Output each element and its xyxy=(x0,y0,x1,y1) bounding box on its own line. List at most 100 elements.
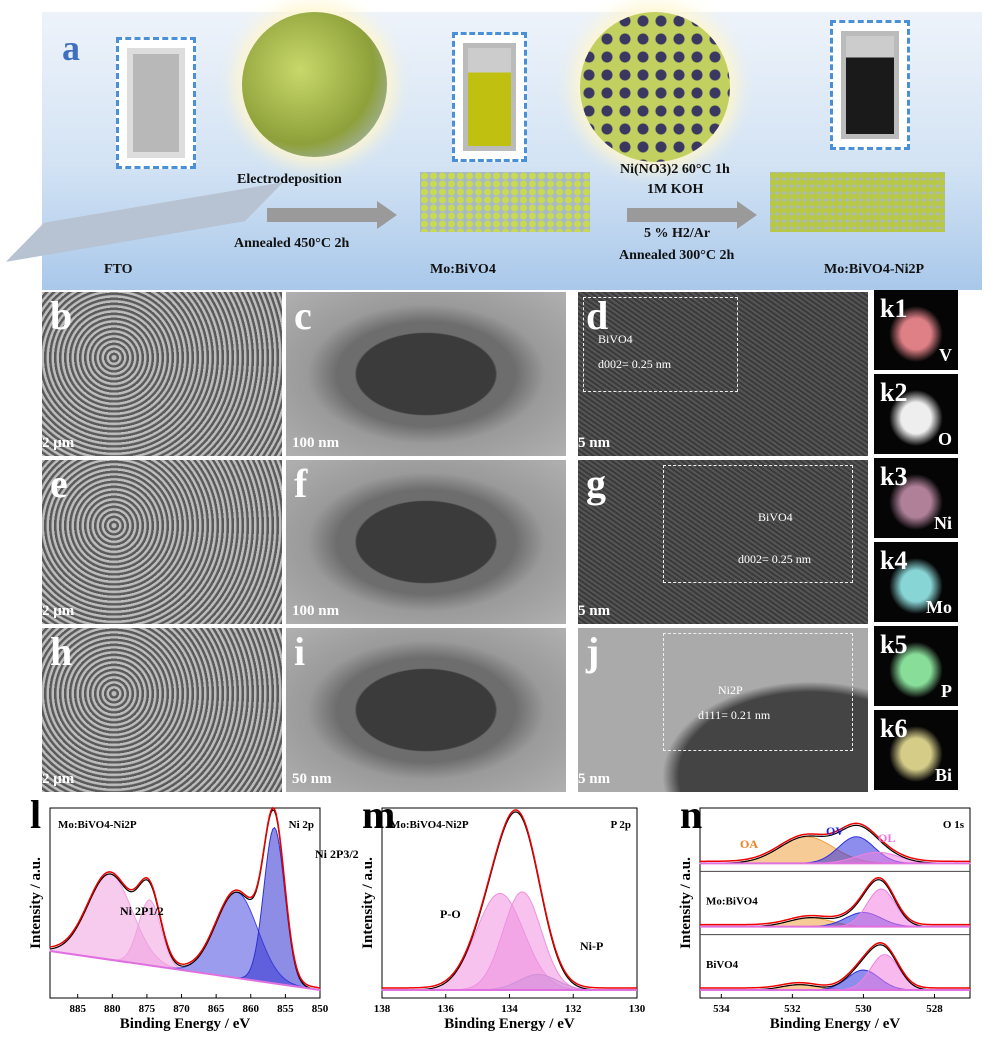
sample-label: FTO xyxy=(104,262,133,277)
arrow-1-head-icon xyxy=(377,201,397,229)
micrograph-i: i 50 nm xyxy=(286,628,566,792)
x-tick-label: 534 xyxy=(713,1003,730,1015)
step-text: Ni(NO3)2 60°C 1h xyxy=(620,162,730,177)
scale-bar-label: 2 μm xyxy=(42,603,75,619)
chart-title: O 1s xyxy=(943,819,965,831)
element-label: P xyxy=(941,681,952,701)
series-label: BiVO4 xyxy=(706,959,739,971)
panel-label: l xyxy=(30,800,41,837)
sample-label: Mo:BiVO4-Ni2P xyxy=(58,819,137,831)
xps-charts: 885 880 875 870 865 860 855 850 Binding Energy /… xyxy=(28,800,971,1032)
scale-bar-label: 50 nm xyxy=(292,771,332,787)
bivo4-zoom-circle xyxy=(242,12,387,157)
panel-label: m xyxy=(362,800,395,837)
micrograph-e: e 2 μm xyxy=(42,460,282,624)
panel-label: j xyxy=(586,629,600,674)
y-axis-label: Intensity / a.u. xyxy=(678,857,694,949)
panel-label: g xyxy=(586,461,606,506)
arrow-2-head-icon xyxy=(737,201,757,229)
panel-label: a xyxy=(62,28,80,68)
micrograph-g: g 5 nm BiVO4 d002= 0.25 nm xyxy=(578,460,868,624)
sample-label: Mo:BiVO4 xyxy=(430,262,496,277)
panel-label: h xyxy=(50,629,73,674)
x-tick-label: 850 xyxy=(312,1003,329,1015)
micrograph-d: d 5 nm BiVO4 d002= 0.25 nm xyxy=(578,292,868,456)
bivo4-photo xyxy=(452,32,527,162)
eds-map-Mo: k4 Mo xyxy=(874,542,958,622)
sample-label: Mo:BiVO4-Ni2P xyxy=(390,819,469,831)
panel-label: k1 xyxy=(880,294,908,323)
phase-label: BiVO4 xyxy=(598,332,633,346)
panel-label: k5 xyxy=(880,630,908,659)
panel-label: i xyxy=(294,629,306,674)
peak-annotation: OV xyxy=(826,824,844,838)
phase-label: BiVO4 xyxy=(758,510,793,524)
scale-bar-label: 5 nm xyxy=(578,603,611,619)
x-tick-label: 532 xyxy=(784,1003,801,1015)
step-text: 5 % H2/Ar xyxy=(644,226,711,241)
arrow-2-icon xyxy=(627,208,737,222)
ni2p-photo xyxy=(830,20,910,150)
peak-annotation: Ni 2P1/2 xyxy=(120,904,164,918)
scale-bar-label: 100 nm xyxy=(292,603,340,619)
fit-component xyxy=(700,888,970,928)
scale-bar-label: 2 μm xyxy=(42,435,75,451)
eds-map-Ni: k3 Ni xyxy=(874,458,958,538)
panel-label: n xyxy=(680,800,702,837)
step-text: Annealed 450°C 2h xyxy=(234,236,350,251)
panel-label: c xyxy=(294,293,312,338)
x-tick-label: 860 xyxy=(243,1003,260,1015)
x-tick-label: 880 xyxy=(104,1003,121,1015)
d-spacing-label: d002= 0.25 nm xyxy=(598,357,672,371)
eds-map-V: k1 V xyxy=(874,290,958,370)
panel-a-schematic: a Electrodeposition Annealed 450°C 2h Ni… xyxy=(5,12,982,290)
panel-label: e xyxy=(50,461,68,506)
y-axis-label: Intensity / a.u. xyxy=(360,857,376,949)
arrow-1-icon xyxy=(267,208,377,222)
d-spacing-label: d002= 0.25 nm xyxy=(738,552,812,566)
peak-annotation: P-O xyxy=(440,907,461,921)
element-label: Bi xyxy=(934,765,952,785)
element-label: O xyxy=(937,429,952,449)
plot-frame xyxy=(699,807,971,999)
peak-annotation: OA xyxy=(740,837,758,851)
peak-annotation: Ni-P xyxy=(580,939,603,953)
micrograph-j: j 5 nm Ni2P d111= 0.21 nm xyxy=(578,628,868,792)
panel-label: b xyxy=(50,293,73,338)
panel-label: d xyxy=(586,293,609,338)
ni2p-zoom-circle xyxy=(580,12,730,162)
plot-frame xyxy=(49,807,321,999)
d-spacing-label: d111= 0.21 nm xyxy=(698,708,771,722)
baseline xyxy=(49,950,321,991)
chart-title: P 2p xyxy=(611,819,631,831)
micrograph-c: c 100 nm xyxy=(286,292,566,456)
scale-bar-label: 2 μm xyxy=(42,771,75,787)
x-tick-label: 865 xyxy=(208,1003,225,1015)
inset-region xyxy=(663,633,853,751)
scale-bar-label: 5 nm xyxy=(578,435,611,451)
micrograph-b: b 2 μm xyxy=(42,292,282,456)
peak-annotation: Ni 2P3/2 xyxy=(315,847,359,861)
x-tick-label: 136 xyxy=(438,1003,455,1015)
x-tick-label: 855 xyxy=(277,1003,294,1015)
y-axis-label: Intensity / a.u. xyxy=(28,857,44,949)
x-axis-label: Binding Energy / eV xyxy=(770,1016,901,1032)
step-text: 1M KOH xyxy=(647,182,704,197)
x-tick-label: 134 xyxy=(501,1003,518,1015)
element-label: Mo xyxy=(926,597,952,617)
scale-bar-label: 100 nm xyxy=(292,435,340,451)
x-tick-label: 130 xyxy=(629,1003,646,1015)
x-tick-label: 530 xyxy=(855,1003,872,1015)
mo-bivo4-film xyxy=(420,172,590,232)
x-tick-label: 138 xyxy=(374,1003,391,1015)
x-tick-label: 870 xyxy=(173,1003,190,1015)
panel-label: k6 xyxy=(880,714,908,743)
panel-label: k2 xyxy=(880,378,908,407)
micrograph-f: f 100 nm xyxy=(286,460,566,624)
inset-region xyxy=(583,297,738,392)
step-text: Annealed 300°C 2h xyxy=(619,248,735,263)
fit-envelope-line xyxy=(382,809,637,989)
mo-bivo4-ni2p-film xyxy=(770,172,945,232)
step-text: Electrodeposition xyxy=(237,172,342,187)
scale-bar-label: 5 nm xyxy=(578,771,611,787)
